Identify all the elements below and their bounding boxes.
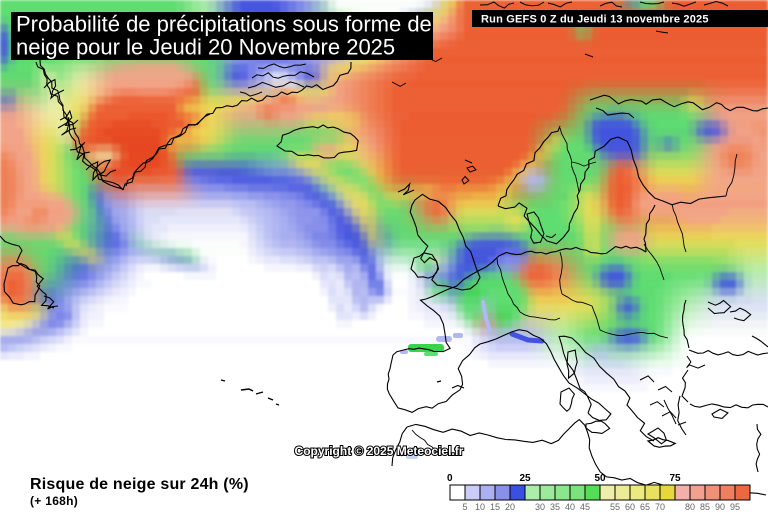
svg-text:75: 75 [669,473,681,484]
svg-text:40: 40 [565,502,575,512]
svg-text:35: 35 [550,502,560,512]
svg-text:50: 50 [594,473,606,484]
svg-text:Run GEFS 0 Z du Jeudi 13 novem: Run GEFS 0 Z du Jeudi 13 novembre 2025 [481,14,709,26]
svg-text:90: 90 [715,502,725,512]
svg-text:Probabilité de précipitations: Probabilité de précipitations sous forme… [16,12,432,37]
svg-text:(+ 168h): (+ 168h) [30,494,78,508]
svg-text:10: 10 [475,502,485,512]
svg-text:30: 30 [535,502,545,512]
svg-text:Copyright © 2025 Meteociel.fr: Copyright © 2025 Meteociel.fr [295,444,464,458]
svg-text:20: 20 [505,502,515,512]
svg-text:15: 15 [490,502,500,512]
svg-text:60: 60 [625,502,635,512]
svg-text:95: 95 [730,502,740,512]
svg-text:80: 80 [685,502,695,512]
svg-text:45: 45 [580,502,590,512]
svg-text:65: 65 [640,502,650,512]
svg-text:55: 55 [610,502,620,512]
svg-text:neige pour le Jeudi 20 Novembr: neige pour le Jeudi 20 Novembre 2025 [16,35,395,60]
svg-text:5: 5 [462,502,467,512]
svg-text:25: 25 [519,473,531,484]
svg-text:0: 0 [447,473,453,484]
svg-text:85: 85 [700,502,710,512]
svg-text:Risque de neige sur 24h (%): Risque de neige sur 24h (%) [30,476,249,493]
svg-text:70: 70 [655,502,665,512]
